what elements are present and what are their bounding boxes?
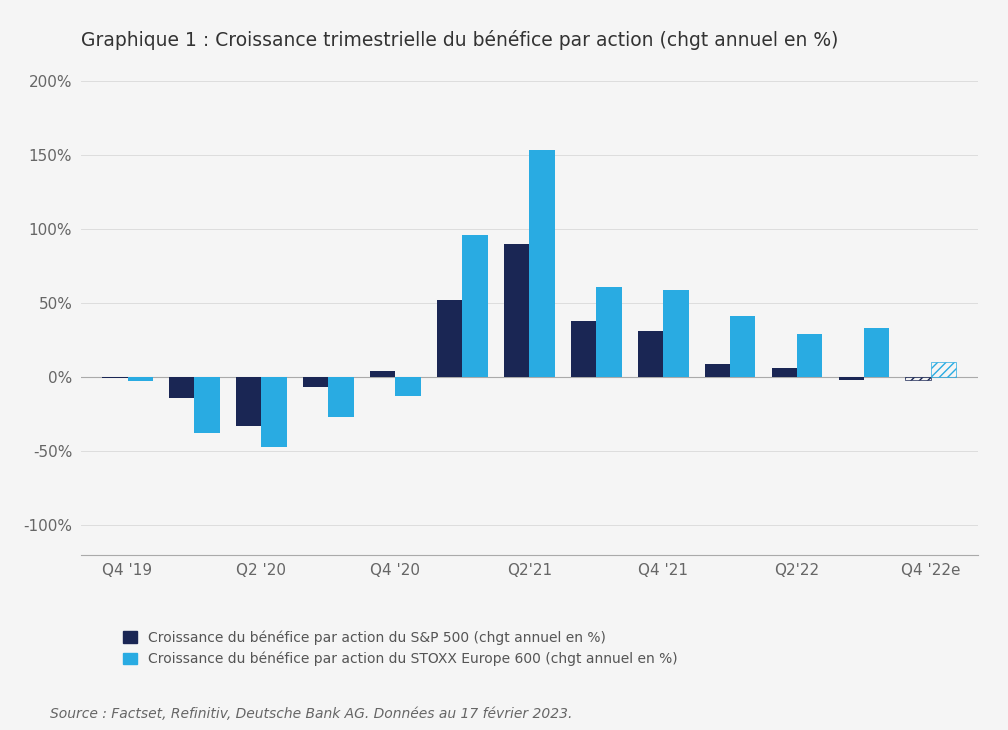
Bar bbox=[370, 371, 395, 377]
Bar bbox=[797, 334, 823, 377]
Bar bbox=[663, 290, 688, 377]
Text: Graphique 1 : Croissance trimestrielle du bénéfice par action (chgt annuel en %): Graphique 1 : Croissance trimestrielle d… bbox=[81, 30, 838, 50]
Bar bbox=[596, 287, 622, 377]
Bar bbox=[638, 331, 663, 377]
Bar bbox=[529, 150, 554, 377]
Bar bbox=[730, 316, 755, 377]
Bar bbox=[705, 364, 730, 377]
Bar bbox=[236, 377, 261, 426]
Bar bbox=[329, 377, 354, 417]
Bar bbox=[931, 362, 957, 377]
Bar bbox=[436, 300, 463, 377]
Bar bbox=[463, 234, 488, 377]
Bar bbox=[905, 377, 931, 380]
Bar bbox=[771, 368, 797, 377]
Bar bbox=[303, 377, 329, 388]
Bar bbox=[261, 377, 287, 447]
Text: Source : Factset, Refinitiv, Deutsche Bank AG. Données au 17 février 2023.: Source : Factset, Refinitiv, Deutsche Ba… bbox=[50, 707, 573, 721]
Bar bbox=[102, 377, 127, 378]
Bar bbox=[169, 377, 195, 398]
Legend: Croissance du bénéfice par action du S&P 500 (chgt annuel en %), Croissance du b: Croissance du bénéfice par action du S&P… bbox=[123, 630, 678, 666]
Bar bbox=[504, 244, 529, 377]
Bar bbox=[571, 320, 596, 377]
Bar bbox=[395, 377, 420, 396]
Bar bbox=[127, 377, 153, 381]
Bar bbox=[864, 328, 889, 377]
Bar bbox=[195, 377, 220, 434]
Bar bbox=[839, 377, 864, 380]
